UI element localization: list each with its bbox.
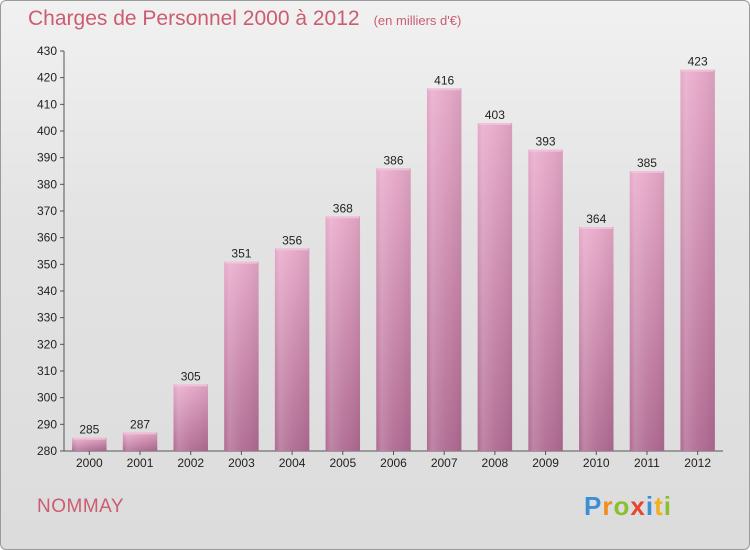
bar-highlight	[477, 123, 513, 451]
bar-top-edge	[123, 432, 157, 435]
bar-top-edge	[174, 384, 207, 387]
bar-value-label: 285	[79, 423, 99, 437]
logo-letter: i	[645, 491, 655, 521]
x-tick-label: 2000	[76, 456, 103, 470]
bar-value-label: 416	[434, 73, 454, 87]
bar-top-edge	[529, 149, 562, 152]
y-tick-label: 430	[37, 44, 57, 58]
bar-value-label: 368	[333, 201, 353, 215]
bar-top-edge	[630, 171, 664, 173]
logo-letter: t	[654, 491, 664, 521]
y-tick-label: 340	[37, 284, 57, 298]
y-tick-label: 280	[37, 444, 57, 458]
bar-highlight	[173, 384, 208, 451]
bar-top-edge	[73, 437, 106, 440]
logo-letter: r	[602, 491, 614, 521]
y-tick-label: 310	[37, 364, 57, 378]
x-tick-label: 2003	[228, 456, 255, 470]
logo-letter: i	[663, 491, 672, 521]
bar-top-edge	[377, 168, 410, 171]
y-tick-label: 410	[37, 97, 57, 111]
bar-value-label: 287	[130, 417, 150, 431]
x-tick-label: 2007	[431, 456, 458, 470]
bar-highlight	[376, 168, 411, 452]
bar-top-edge	[326, 216, 360, 219]
chart-title: Charges de Personnel 2000 à 2012 (en mill…	[28, 7, 461, 31]
bar-top-edge	[681, 69, 714, 72]
y-tick-label: 400	[37, 124, 57, 138]
bar-highlight	[224, 261, 259, 451]
bar-highlight	[274, 248, 310, 451]
bar-top-edge	[427, 88, 461, 91]
commune-name: NOMMAY	[37, 496, 125, 517]
y-tick-label: 320	[37, 337, 57, 351]
x-tick-label: 2011	[634, 456, 660, 470]
bar-highlight	[122, 432, 158, 451]
y-tick-label: 330	[37, 311, 57, 325]
x-tick-label: 2005	[329, 456, 356, 470]
x-tick-label: 2002	[177, 456, 204, 470]
y-tick-label: 380	[37, 177, 57, 191]
bar-value-label: 386	[383, 153, 403, 167]
x-tick-label: 2008	[482, 456, 509, 470]
y-tick-label: 420	[37, 71, 57, 85]
bar-value-label: 385	[637, 156, 657, 170]
chart-bars	[72, 69, 715, 452]
bar-value-label: 403	[485, 108, 505, 122]
x-tick-label: 2001	[127, 456, 154, 470]
chart-labels: 2000 285 2001 287 2002 305 2003 351 2004 356 2005 3…	[76, 55, 711, 470]
bar-highlight	[629, 171, 665, 451]
bar-highlight	[579, 227, 614, 451]
bar-value-label: 356	[282, 233, 302, 247]
y-tick-label: 390	[37, 151, 57, 165]
bar-highlight	[72, 437, 107, 451]
y-tick-label: 350	[37, 257, 57, 271]
bar-top-edge	[275, 248, 309, 251]
chart-title-text: Charges de Personnel 2000 à 2012	[28, 7, 360, 30]
bar-highlight	[426, 88, 462, 451]
bar-value-label: 393	[536, 135, 556, 149]
logo-letter: P	[584, 491, 603, 521]
bar-highlight	[528, 149, 563, 451]
y-tick-label: 300	[37, 391, 57, 405]
x-tick-label: 2012	[684, 456, 711, 470]
bar-top-edge	[478, 123, 512, 125]
x-tick-label: 2010	[583, 456, 610, 470]
x-tick-label: 2004	[279, 456, 306, 470]
bar-top-edge	[225, 261, 258, 264]
y-tick-label: 290	[37, 417, 57, 431]
bar-highlight	[325, 216, 361, 451]
bar-value-label: 423	[688, 55, 708, 69]
x-tick-label: 2009	[532, 456, 559, 470]
logo-letter: x	[630, 491, 646, 521]
bar-highlight	[680, 69, 715, 452]
bar-top-edge	[580, 227, 613, 229]
bar-value-label: 305	[181, 369, 201, 383]
y-tick-label: 370	[37, 204, 57, 218]
bar-value-label: 364	[586, 212, 606, 226]
x-tick-label: 2006	[380, 456, 407, 470]
chart-subtitle: (en milliers d'€)	[373, 13, 462, 28]
proxiti-logo: Proxiti	[584, 491, 672, 522]
y-tick-label: 360	[37, 231, 57, 245]
bar-value-label: 351	[231, 247, 251, 261]
logo-letter: o	[613, 491, 631, 521]
